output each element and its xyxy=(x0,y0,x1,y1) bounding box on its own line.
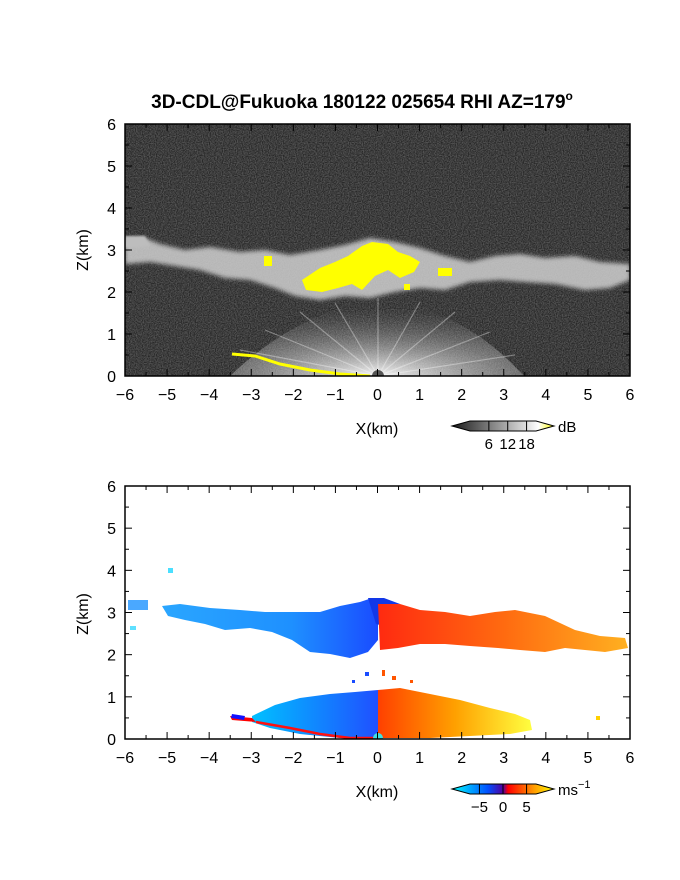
reflectivity-colorbar-bar xyxy=(450,420,556,432)
reflectivity-colorbar-ticks: 6 12 18 xyxy=(485,421,535,453)
velocity-field xyxy=(125,486,630,739)
reflectivity-colorbar-tick-label: 12 xyxy=(499,436,516,453)
reflectivity-xtick-label: 0 xyxy=(373,387,382,404)
velocity-xtick-label: 4 xyxy=(541,750,550,767)
reflectivity-xtick-label: −1 xyxy=(326,387,344,404)
velocity-colorbar-tick-label: 0 xyxy=(499,799,507,816)
reflectivity-xtick-label: 3 xyxy=(499,387,508,404)
velocity-ytick-label: 1 xyxy=(107,690,116,707)
near-field-fan xyxy=(230,300,524,376)
velocity-xtick-label: 6 xyxy=(626,750,635,767)
reflectivity-xtick-label: 5 xyxy=(583,387,592,404)
reflectivity-xtick-label: −2 xyxy=(284,387,302,404)
velocity-colorbar-tick-label: 5 xyxy=(522,799,530,816)
cloud-fragment xyxy=(125,236,150,248)
reflectivity-colorbar-unit: dB xyxy=(558,419,576,436)
velocity-colorbar: ms−1 −5 0 5 xyxy=(450,779,591,816)
velocity-ytick-label: 6 xyxy=(107,479,116,496)
velocity-fragment-left xyxy=(128,600,148,610)
reflectivity-xtick-label: 1 xyxy=(415,387,424,404)
reflectivity-ytick-label: 2 xyxy=(107,285,116,302)
velocity-near-positive xyxy=(378,688,532,738)
velocity-colorbar-tick-label: −5 xyxy=(471,799,488,816)
velocity-xtick-label: −5 xyxy=(158,750,176,767)
reflectivity-xtick-label: 4 xyxy=(541,387,550,404)
reflectivity-ylabel: Z(km) xyxy=(75,229,92,271)
reflectivity-ticks: −6 −5 −4 −3 −2 −1 0 1 2 3 4 5 6 0 1 2 3 4 5 6 xyxy=(107,117,634,404)
velocity-cloud-negative xyxy=(162,598,378,658)
reflectivity-ytick-label: 1 xyxy=(107,327,116,344)
fan-rays xyxy=(239,298,516,376)
velocity-xtick-label: −3 xyxy=(242,750,260,767)
velocity-fragment-high xyxy=(168,568,173,573)
reflectivity-ytick-label: 0 xyxy=(107,369,116,386)
velocity-specks-positive xyxy=(382,670,600,720)
reflectivity-colorbar-tick-label: 18 xyxy=(518,436,535,453)
velocity-ylabel: Z(km) xyxy=(75,593,92,635)
reflectivity-xtick-label: −4 xyxy=(200,387,218,404)
strong-echo-core xyxy=(264,242,452,292)
velocity-ytick-label: 2 xyxy=(107,648,116,665)
reflectivity-ytick-label: 6 xyxy=(107,117,116,134)
velocity-ytick-label: 3 xyxy=(107,606,116,623)
velocity-fragment-low xyxy=(130,626,136,630)
velocity-xtick-label: −4 xyxy=(200,750,218,767)
velocity-xtick-label: −6 xyxy=(116,750,134,767)
velocity-specks-negative xyxy=(352,672,369,683)
reflectivity-ytick-label: 4 xyxy=(107,201,116,218)
velocity-ytick-label: 4 xyxy=(107,563,116,580)
reflectivity-ytick-label: 3 xyxy=(107,243,116,260)
reflectivity-xtick-label: 6 xyxy=(626,387,635,404)
reflectivity-ytick-label: 5 xyxy=(107,159,116,176)
reflectivity-xtick-label: −6 xyxy=(116,387,134,404)
velocity-xtick-label: 2 xyxy=(457,750,466,767)
reflectivity-colorbar: dB 6 12 18 xyxy=(450,419,576,453)
chart-title: 3D-CDL@Fukuoka 180122 025654 RHI AZ=179o xyxy=(151,89,573,113)
velocity-blue-edge xyxy=(231,714,245,720)
ground-clutter-trace xyxy=(231,352,371,376)
velocity-ticks: −6 −5 −4 −3 −2 −1 0 1 2 3 4 5 6 0 1 2 3 4 5 6 xyxy=(107,479,634,767)
velocity-xtick-label: 1 xyxy=(415,750,424,767)
velocity-panel: −6 −5 −4 −3 −2 −1 0 1 2 3 4 5 6 0 1 2 3 4 5 6 X(km) Z(km) m… xyxy=(75,479,635,816)
velocity-xtick-label: 5 xyxy=(583,750,592,767)
reflectivity-xlabel: X(km) xyxy=(356,421,399,438)
velocity-cloud-positive xyxy=(378,604,628,652)
reflectivity-colorbar-tick-label: 6 xyxy=(485,436,493,453)
velocity-xtick-label: 3 xyxy=(499,750,508,767)
velocity-ytick-label: 5 xyxy=(107,521,116,538)
velocity-xtick-label: 0 xyxy=(373,750,382,767)
reflectivity-xtick-label: −3 xyxy=(242,387,260,404)
velocity-colorbar-ticks: −5 0 5 xyxy=(471,784,531,816)
reflectivity-xtick-label: −5 xyxy=(158,387,176,404)
velocity-ground-trace xyxy=(255,720,376,739)
velocity-ytick-label: 0 xyxy=(107,732,116,749)
reflectivity-field xyxy=(125,124,630,376)
velocity-xtick-label: −1 xyxy=(326,750,344,767)
velocity-xlabel: X(km) xyxy=(356,784,399,801)
velocity-xtick-label: −2 xyxy=(284,750,302,767)
velocity-colorbar-unit: ms−1 xyxy=(558,779,591,799)
reflectivity-xtick-label: 2 xyxy=(457,387,466,404)
